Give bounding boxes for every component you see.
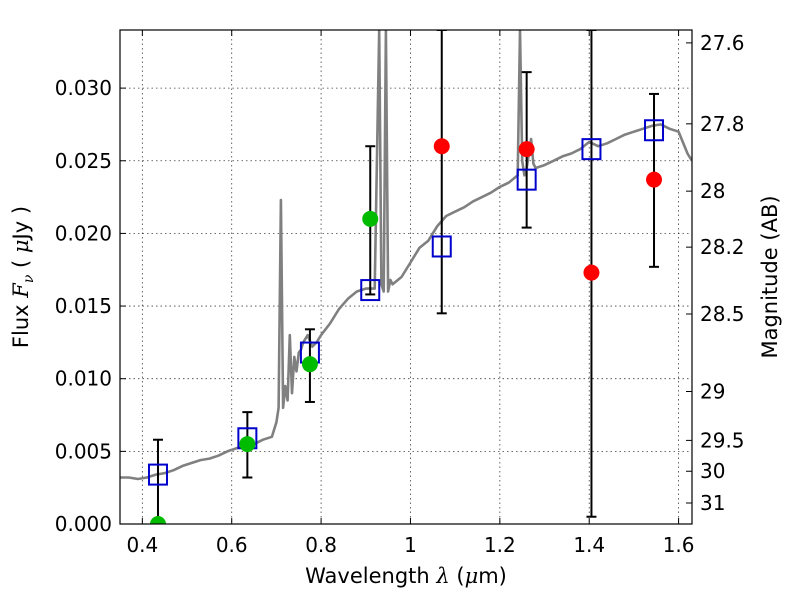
x-tick-label: 1.2: [484, 533, 516, 557]
observed-flux-marker: [646, 171, 663, 188]
y-right-tick-label: 29: [700, 379, 725, 403]
data-layer: [120, 30, 692, 524]
y-tick-label: 0.000: [55, 512, 112, 536]
model-photometry-marker: [644, 119, 665, 142]
y-tick-label: 0.005: [55, 439, 112, 463]
x-tick-label: 0.6: [216, 533, 248, 557]
y-axis-title: Flux Fν ( μJy ): [9, 206, 37, 348]
y-tick-label: 0.030: [55, 76, 112, 100]
x-tick-label: 0.4: [126, 533, 158, 557]
y-right-tick-label: 29.5: [700, 428, 745, 452]
y-right-tick-label: 28: [700, 179, 725, 203]
model-photometry-marker: [147, 463, 168, 486]
observed-flux-marker: [583, 264, 600, 281]
y-right-tick-label: 31: [700, 491, 725, 515]
y-right-tick-label: 30: [700, 459, 725, 483]
axes: 0.4 0.6 0.8 1 1.2 1.4 1.6 0.000 0.005 0.010 0.015 0…: [55, 30, 745, 557]
y-tick-label: 0.010: [55, 367, 112, 391]
y-tick-label: 0.020: [55, 221, 112, 245]
model-photometry-marker: [581, 138, 602, 161]
observed-flux-marker: [518, 141, 535, 158]
y-right-tick-label: 27.8: [700, 112, 745, 136]
y-right-tick-label: 28.5: [700, 302, 745, 326]
y-right-tick-label: 28.2: [700, 235, 745, 259]
model-photometry-marker: [360, 279, 381, 302]
observed-flux-marker: [239, 436, 256, 453]
model-photometry-marker: [516, 168, 537, 191]
observed-flux-marker: [433, 138, 450, 155]
x-tick-label: 1: [404, 533, 417, 557]
y-tick-label: 0.015: [55, 294, 112, 318]
x-axis-title: Wavelength λ (μm): [305, 564, 507, 588]
y-right-axis-title: Magnitude (AB): [758, 195, 782, 358]
y-right-tick-label: 27.6: [700, 31, 745, 55]
x-tick-label: 0.8: [305, 533, 337, 557]
observed-flux-marker: [301, 356, 318, 373]
observed-flux-marker: [362, 210, 379, 227]
model-photometry-marker: [431, 235, 452, 258]
x-tick-label: 1.6: [663, 533, 695, 557]
y-tick-label: 0.025: [55, 149, 112, 173]
plot-frame: [119, 29, 693, 525]
x-tick-label: 1.4: [573, 533, 605, 557]
plot-background: [120, 30, 692, 524]
observed-flux-marker: [149, 516, 166, 524]
